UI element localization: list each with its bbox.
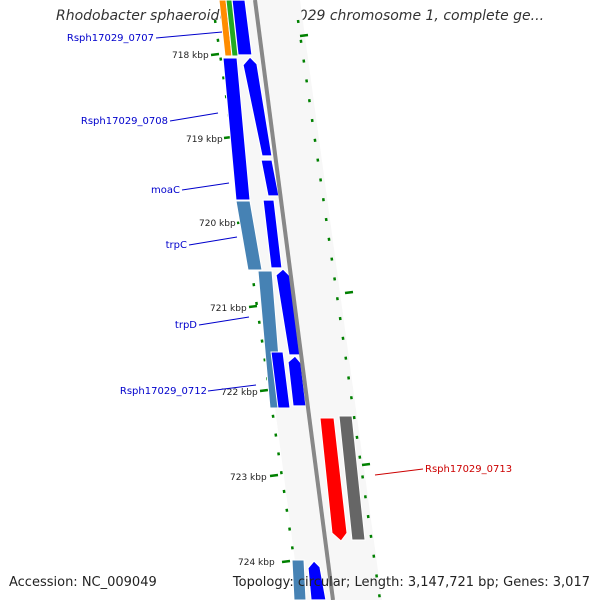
gene-arrow-rsph17029-0713 <box>319 417 348 542</box>
cog-block-rsph17029-0713 <box>338 415 366 541</box>
gene-label-rsph17029-0712[interactable]: Rsph17029_0712 <box>120 386 207 397</box>
cog-ring <box>222 57 307 600</box>
gene-label-trpc[interactable]: trpC <box>166 240 187 251</box>
kbp-label-724: 724 kbp <box>238 558 275 568</box>
kbp-label-722: 722 kbp <box>221 388 258 398</box>
kbp-label-719: 719 kbp <box>186 135 223 145</box>
gene-label-leaders <box>155 31 424 476</box>
kbp-label-721: 721 kbp <box>210 304 247 314</box>
topology-stats-label: Topology: circular; Length: 3,147,721 bp… <box>232 575 590 590</box>
gene-block-green <box>225 0 240 57</box>
gene-label-rsph17029-0707[interactable]: Rsph17029_0707 <box>67 33 154 44</box>
kbp-label-718: 718 kbp <box>172 51 209 61</box>
kbp-label-720: 720 kbp <box>199 219 236 229</box>
gene-label-rsph17029-0708[interactable]: Rsph17029_0708 <box>81 116 168 127</box>
gene-label-trpd[interactable]: trpD <box>175 320 197 331</box>
accession-label: Accession: NC_009049 <box>9 575 157 590</box>
gene-label-rsph17029-0713[interactable]: Rsph17029_0713 <box>425 464 512 475</box>
gene-label-moac[interactable]: moaC <box>151 185 180 196</box>
kbp-label-723: 723 kbp <box>230 473 267 483</box>
backbone <box>253 0 335 600</box>
